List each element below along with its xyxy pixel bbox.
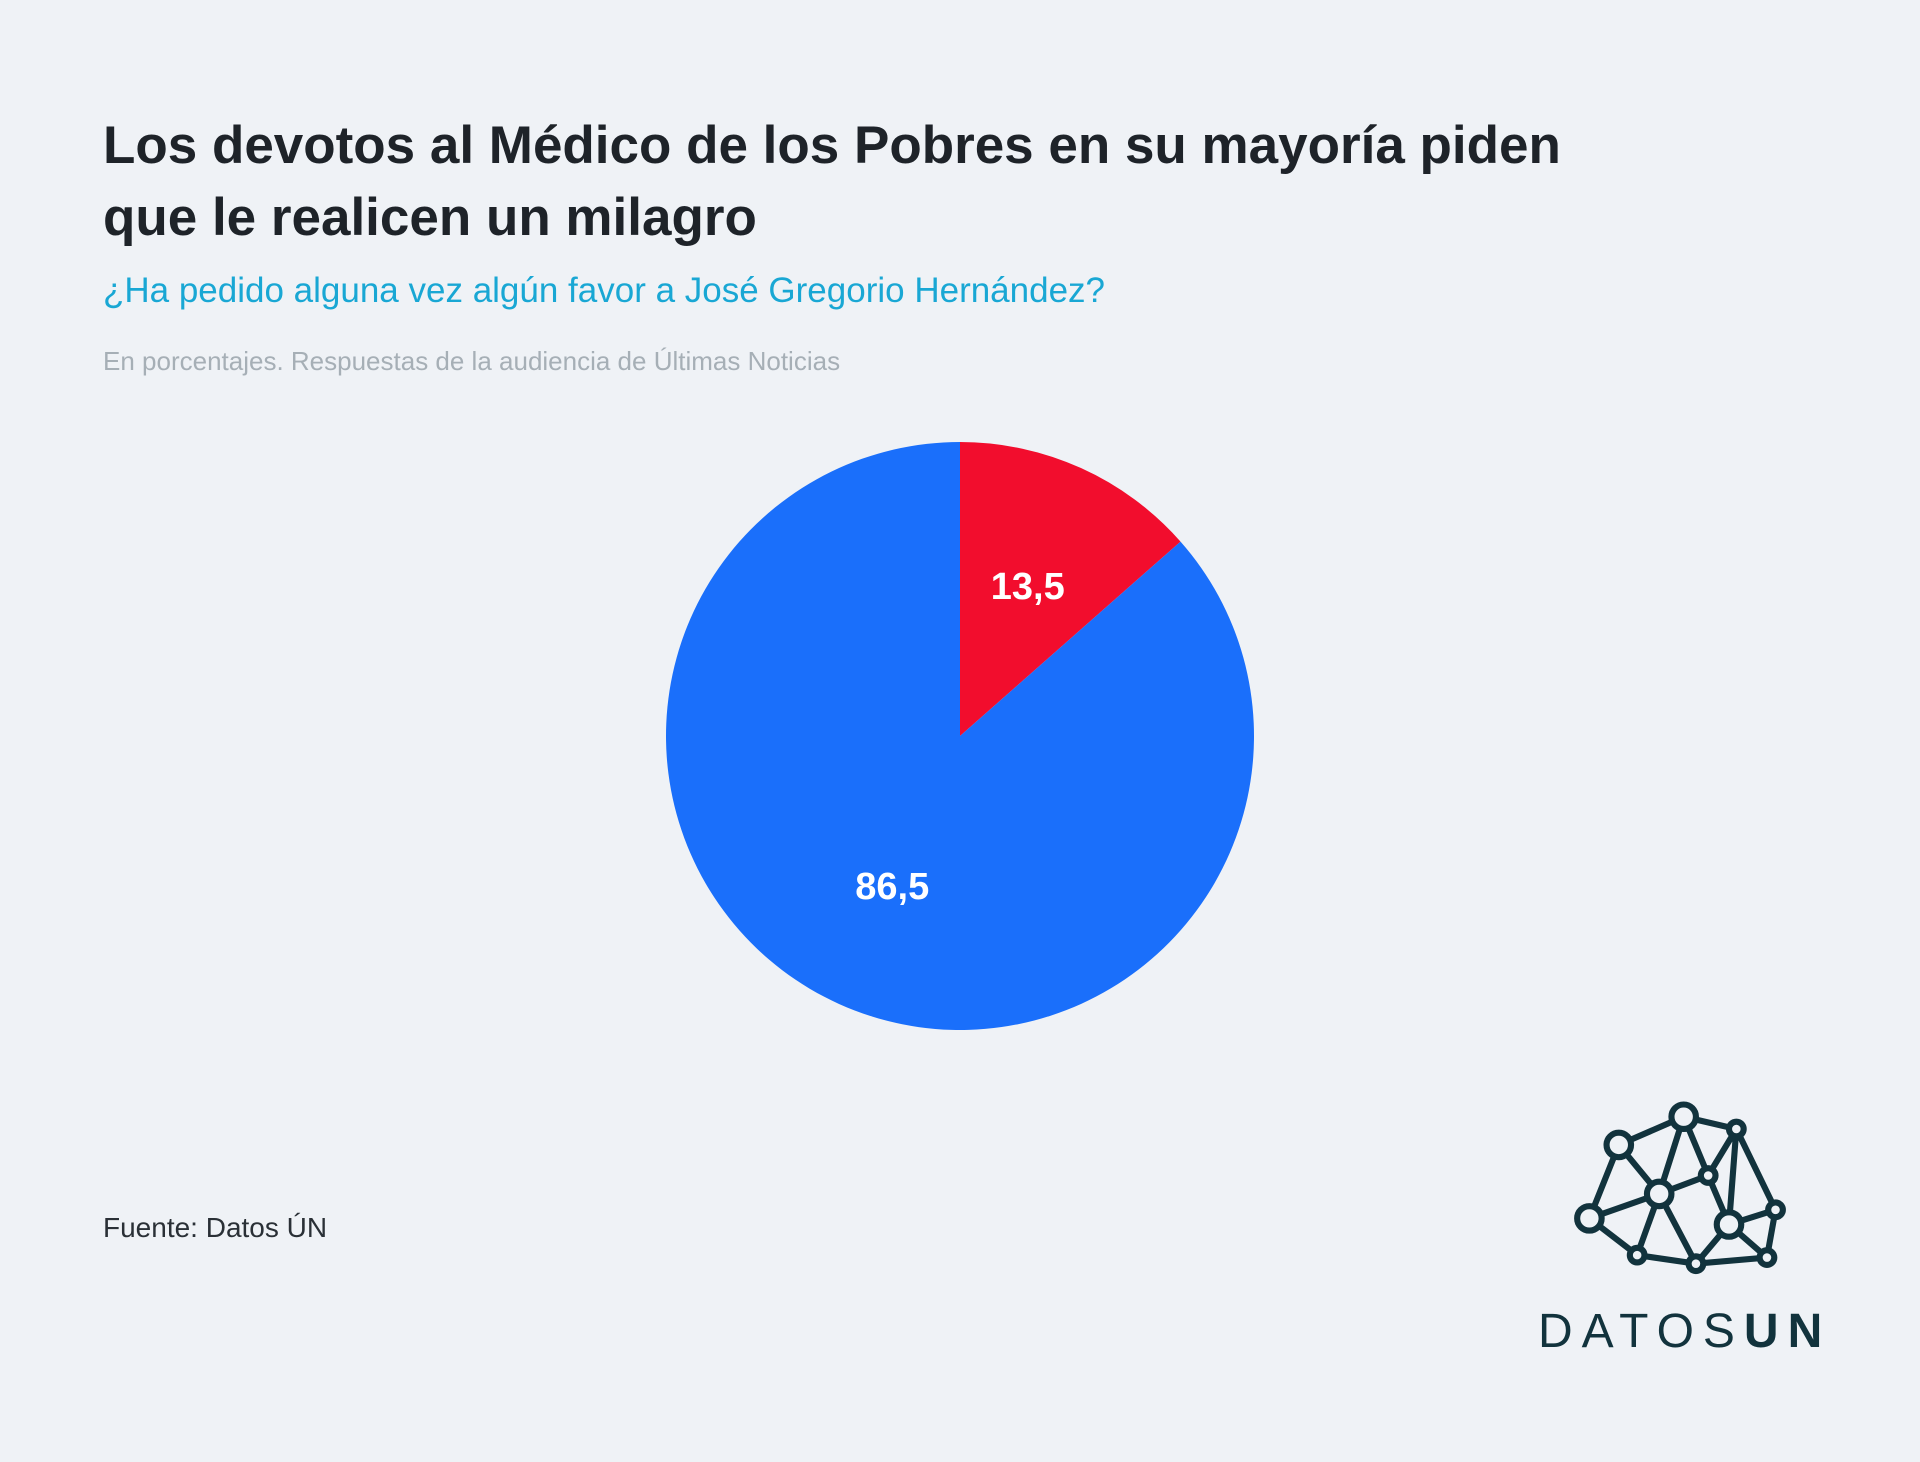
logo-text: DATOS [1538,1305,1744,1358]
logo-text: DATOSUN [1538,1305,1831,1358]
chart-note: En porcentajes. Respuestas de la audienc… [103,346,840,376]
logo-text-bold: UN [1744,1305,1831,1358]
pie-slice [960,442,1181,736]
chart-title: que le realicen un milagro [103,188,757,247]
chart-subtitle: ¿Ha pedido alguna vez algún favor a José… [103,271,1105,310]
source: Fuente: Datos ÚN [103,1212,327,1243]
data-label: 86,5 [855,866,929,908]
chart-title: Los devotos al Médico de los Pobres en s… [103,116,1561,175]
pie: 13,5 86,5 [666,442,1254,1030]
data-label: 13,5 [991,566,1065,608]
pie-slice [666,442,1254,1030]
logo-icon [1574,1101,1786,1275]
